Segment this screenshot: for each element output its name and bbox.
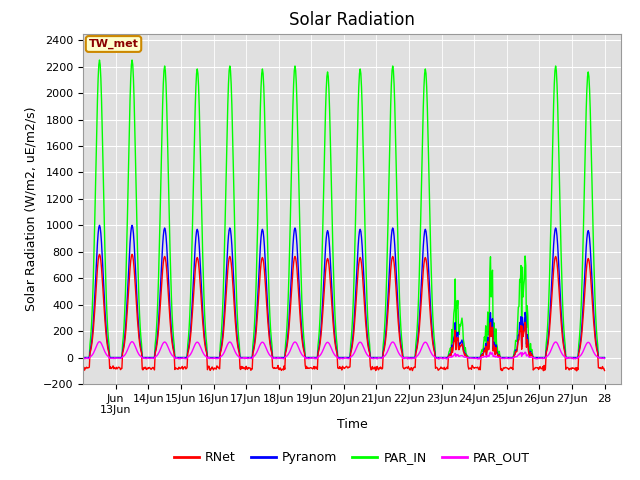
- Text: TW_met: TW_met: [88, 39, 138, 49]
- Title: Solar Radiation: Solar Radiation: [289, 11, 415, 29]
- Y-axis label: Solar Radiation (W/m2, uE/m2/s): Solar Radiation (W/m2, uE/m2/s): [24, 107, 37, 311]
- Legend: RNet, Pyranom, PAR_IN, PAR_OUT: RNet, Pyranom, PAR_IN, PAR_OUT: [169, 446, 535, 469]
- X-axis label: Time: Time: [337, 418, 367, 431]
